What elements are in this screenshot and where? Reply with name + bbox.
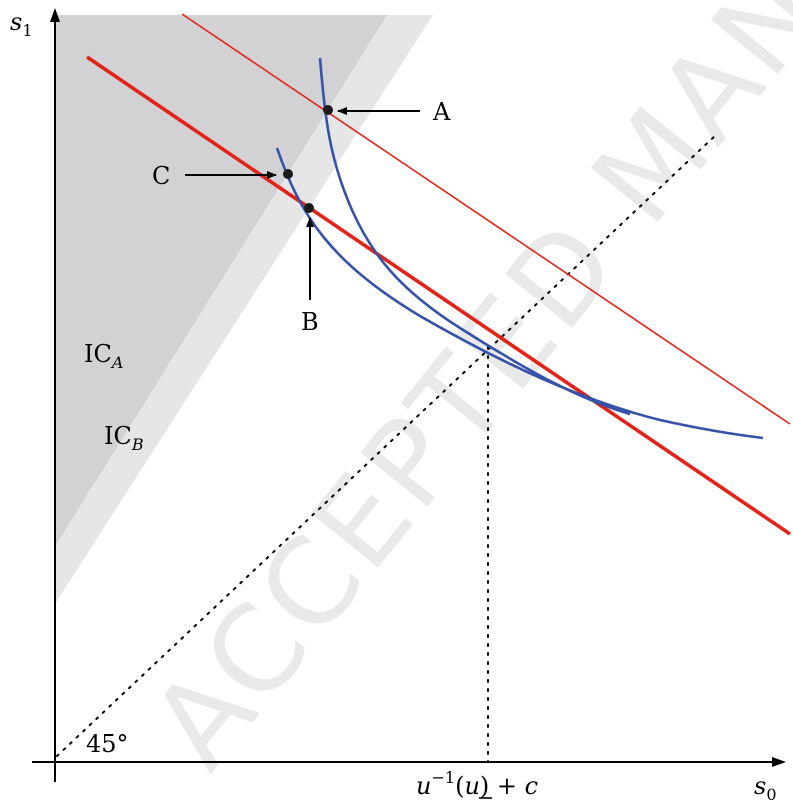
x-axis-arrowhead bbox=[772, 757, 786, 767]
budget-line-thin bbox=[181, 13, 791, 425]
region-ic-a-label: ICA bbox=[84, 340, 123, 372]
y-axis-arrowhead bbox=[50, 8, 60, 22]
budget-line-thick bbox=[85, 55, 792, 536]
point-a-label: A bbox=[432, 98, 451, 126]
point-b bbox=[304, 203, 314, 213]
forty-five-degree-line bbox=[56, 132, 719, 757]
point-a bbox=[323, 105, 333, 115]
x-tick-label: u−1(u) + c bbox=[416, 768, 538, 800]
point-b-label: B bbox=[301, 308, 319, 336]
point-c bbox=[283, 169, 293, 179]
angle-label: 45° bbox=[86, 730, 129, 758]
y-axis-label: s1 bbox=[10, 8, 33, 40]
point-c-label: C bbox=[152, 162, 170, 190]
indifference-curve-flat bbox=[275, 147, 764, 440]
x-axis-label: s0 bbox=[754, 772, 777, 804]
region-ic-a bbox=[55, 15, 387, 546]
region-ic-b-label: ICB bbox=[104, 422, 144, 454]
